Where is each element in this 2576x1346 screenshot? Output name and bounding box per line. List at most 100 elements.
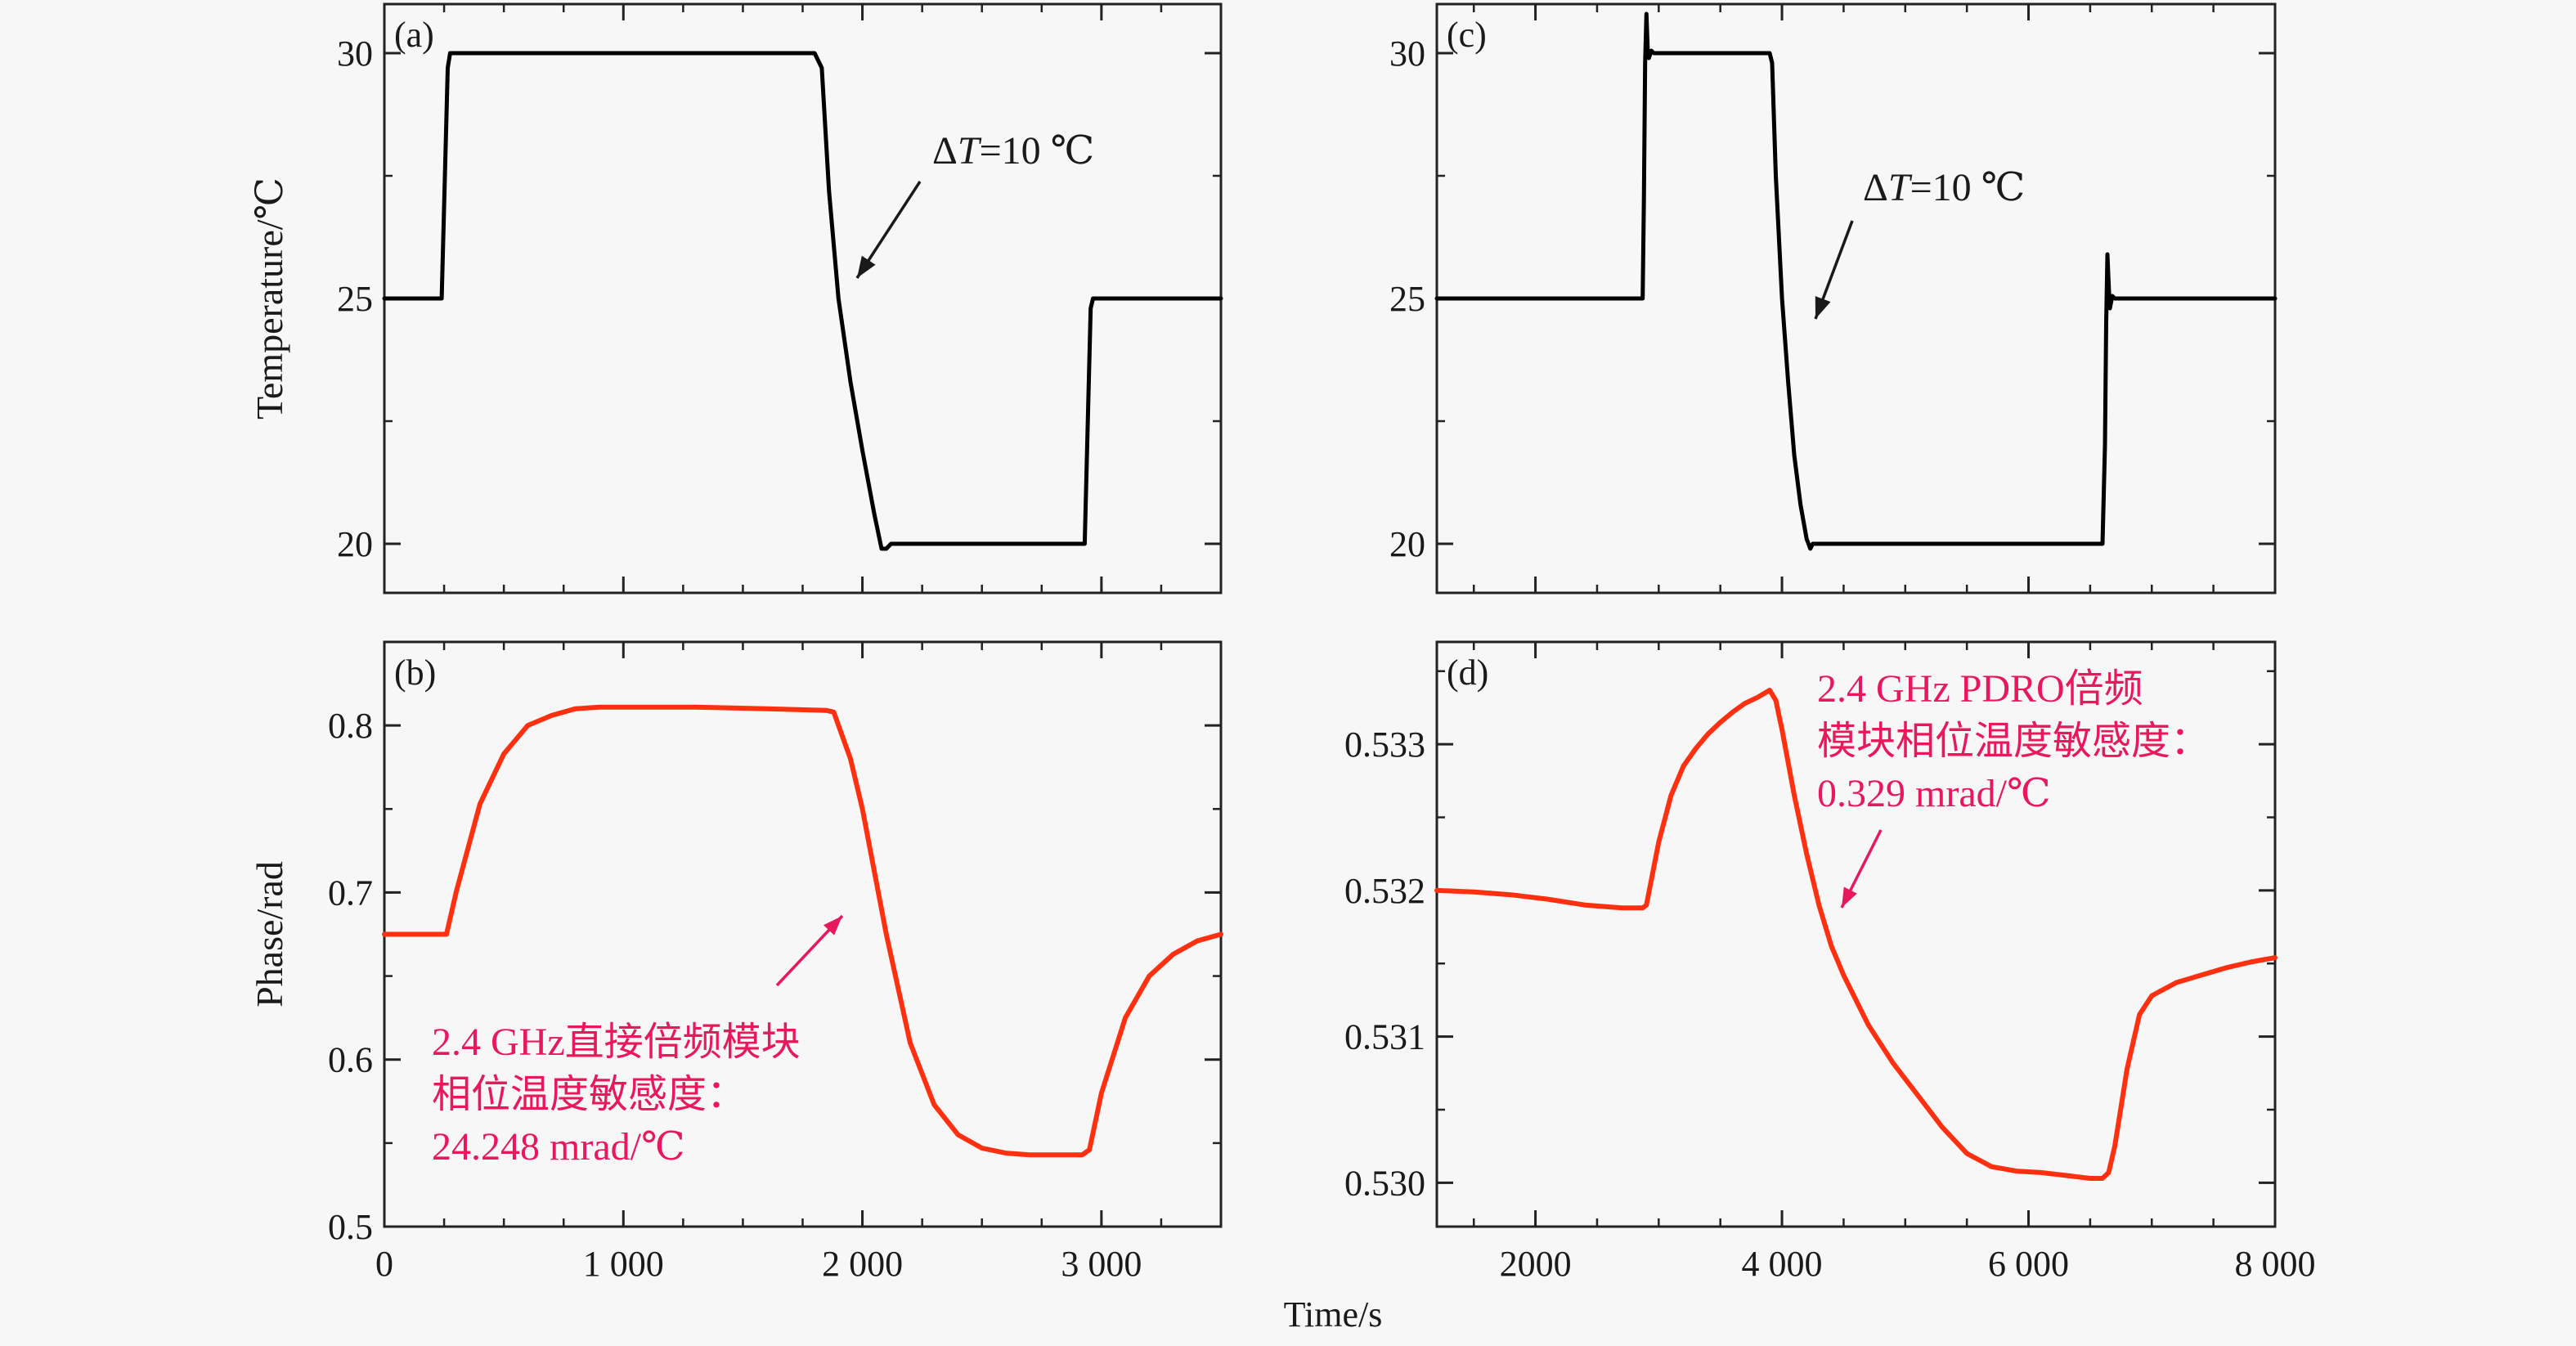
data-point-d — [1892, 1061, 1894, 1065]
arrow-head-c — [1815, 296, 1831, 319]
data-point-d — [2200, 974, 2202, 976]
data-point-a — [885, 547, 888, 550]
data-point-d — [1780, 729, 1784, 731]
data-point-c — [1775, 174, 1777, 177]
data-point-d — [1707, 733, 1709, 735]
data-point-d — [2113, 1145, 2116, 1147]
data-point-d — [1435, 889, 1438, 892]
panel-d: 2000 4 000 6 000 8 000 0.530 0.531 0.532 0.533 (… — [1344, 640, 2316, 1284]
data-point-c — [1809, 547, 1811, 550]
data-point-c — [1645, 12, 1648, 16]
data-point-d — [1744, 702, 1746, 705]
data-point-c — [1435, 297, 1438, 300]
x-tick-label: 6 000 — [1988, 1244, 2069, 1284]
data-point-a — [1089, 307, 1092, 310]
sensitivity-annotation-line-b: 24.248 mrad/℃ — [432, 1125, 685, 1169]
data-point-b — [445, 933, 448, 935]
data-point-a — [880, 547, 883, 550]
data-point-c — [1648, 56, 1650, 60]
data-point-a — [873, 513, 876, 516]
data-point-a — [440, 297, 443, 300]
y-tick-label: 20 — [337, 524, 373, 564]
data-point-d — [1756, 696, 1759, 699]
data-point-c — [2273, 297, 2277, 300]
data-point-b — [1148, 975, 1151, 977]
data-point-d — [1830, 944, 1833, 948]
data-point-d — [1867, 1024, 1869, 1026]
panel-label-d: (d) — [1447, 653, 1488, 693]
x-tick-label: 2 000 — [822, 1244, 903, 1284]
data-point-b — [527, 724, 529, 727]
panel-label-a: (a) — [394, 15, 434, 55]
data-point-d — [2273, 956, 2277, 959]
data-point-d — [1645, 904, 1648, 906]
data-point-b — [622, 706, 625, 708]
data-point-b — [478, 803, 482, 805]
data-point-b — [849, 757, 852, 760]
data-point-a — [820, 66, 824, 70]
data-point-c — [1641, 297, 1644, 300]
data-point-c — [2107, 282, 2110, 285]
data-point-d — [1842, 974, 1845, 976]
data-point-c — [1787, 380, 1789, 384]
data-point-c — [1780, 297, 1784, 300]
data-point-c — [1644, 61, 1646, 65]
data-point-d — [1990, 1165, 1993, 1168]
data-point-d — [1620, 907, 1623, 909]
x-tick-label: 2000 — [1500, 1244, 1572, 1284]
data-point-b — [1172, 953, 1174, 956]
data-point-c — [1793, 454, 1796, 457]
data-point-b — [502, 752, 505, 756]
series-line-c — [1434, 11, 2278, 551]
y-tick-label: 0.531 — [1344, 1017, 1425, 1057]
y-tick-label: 0.8 — [328, 706, 373, 746]
data-point-a — [813, 52, 816, 55]
data-point-a — [861, 449, 864, 452]
x-tick-label: 4 000 — [1742, 1244, 1823, 1284]
data-point-a — [1219, 297, 1223, 300]
y-tick-label: 0.533 — [1344, 725, 1425, 765]
data-point-d — [1641, 907, 1644, 909]
data-point-b — [825, 709, 828, 711]
data-point-d — [2040, 1171, 2042, 1174]
data-point-d — [1694, 747, 1697, 750]
x-tick-label: 1 000 — [583, 1244, 664, 1284]
data-point-b — [1100, 1092, 1103, 1094]
data-point-b — [550, 714, 553, 717]
panel-label-b: (b) — [394, 653, 436, 693]
data-point-c — [1643, 199, 1645, 202]
data-point-d — [1473, 891, 1475, 893]
data-point-d — [1682, 765, 1685, 768]
data-point-b — [693, 706, 697, 708]
data-point-c — [2103, 444, 2107, 447]
data-point-d — [1775, 699, 1777, 702]
data-point-d — [1818, 904, 1820, 906]
sensitivity-annotation-line-d: 模块相位温度敏感度： — [1817, 720, 2210, 763]
data-point-b — [1052, 1154, 1055, 1156]
data-point-c — [2108, 307, 2112, 310]
data-point-c — [2106, 253, 2109, 256]
data-point-d — [2064, 1174, 2067, 1177]
x-tick-label: 0 — [375, 1244, 393, 1284]
data-point-a — [383, 297, 386, 300]
data-point-d — [2175, 981, 2178, 984]
arrow-head-a — [857, 255, 876, 278]
data-point-b — [832, 711, 835, 713]
data-point-c — [1768, 52, 1771, 55]
data-point-d — [2249, 961, 2252, 963]
data-point-c — [1770, 61, 1774, 65]
data-point-b — [1196, 940, 1199, 942]
data-point-b — [1124, 1016, 1127, 1019]
data-point-b — [861, 808, 864, 810]
data-point-d — [1941, 1126, 1944, 1128]
data-point-d — [2125, 1067, 2129, 1070]
data-point-a — [849, 380, 852, 384]
data-point-d — [2138, 1013, 2141, 1016]
data-point-d — [1966, 1152, 1968, 1155]
sensitivity-annotation-line-b: 2.4 GHz直接倍频模块 — [432, 1021, 801, 1064]
x-tick-label: 3 000 — [1061, 1244, 1142, 1284]
delta-t-annotation-c: ΔT=10 ℃ — [1863, 166, 2025, 209]
panel-a: 20 25 30 Temperature/℃ (a) ΔT=10 ℃ — [249, 2, 1223, 594]
panel-c: 20 25 30 (c) ΔT=10 ℃ — [1389, 2, 2278, 594]
